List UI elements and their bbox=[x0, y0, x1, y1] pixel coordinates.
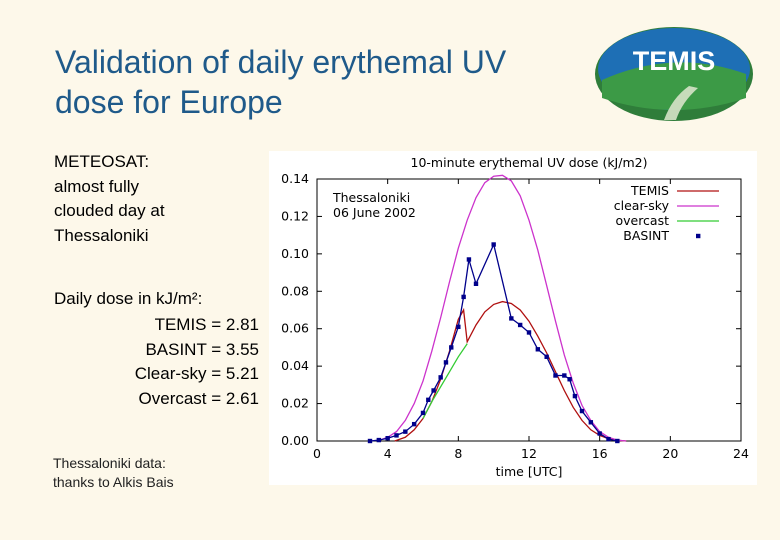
subtitle-line: METEOSAT: bbox=[54, 152, 150, 171]
data-point-basint bbox=[431, 388, 436, 393]
data-point-basint bbox=[394, 433, 399, 438]
legend-label-clear-sky: clear-sky bbox=[614, 198, 670, 213]
data-point-basint bbox=[376, 437, 382, 443]
annotation-date: 06 June 2002 bbox=[333, 205, 416, 220]
legend-label-basint: BASINT bbox=[623, 228, 669, 243]
legend-label-temis: TEMIS bbox=[630, 183, 669, 198]
subtitle-block: METEOSAT: almost fully clouded day at Th… bbox=[54, 150, 264, 248]
data-point-basint bbox=[461, 294, 466, 300]
y-tick-label: 0.00 bbox=[281, 433, 309, 448]
data-point-basint bbox=[367, 438, 373, 444]
data-point-basint bbox=[588, 420, 594, 425]
data-point-basint bbox=[579, 408, 585, 414]
credit-line: thanks to Alkis Bais bbox=[53, 474, 174, 490]
y-axis-ticks: 0.00 0.02 0.04 0.06 0.08 0.10 0.12 0.14 bbox=[281, 171, 741, 448]
dose-clear-sky: Clear-sky = 5.21 bbox=[134, 364, 259, 383]
data-point-basint bbox=[420, 410, 426, 416]
temis-logo: TEMIS bbox=[595, 27, 753, 121]
temis-logo-text: TEMIS bbox=[633, 46, 716, 76]
data-point-basint bbox=[509, 316, 514, 321]
series-group bbox=[367, 174, 627, 444]
x-tick-label: 12 bbox=[521, 446, 537, 461]
x-axis-label: time [UTC] bbox=[496, 464, 563, 479]
annotation-location: Thessaloniki bbox=[332, 190, 410, 205]
series-line-overcast bbox=[422, 343, 468, 419]
data-point-basint bbox=[562, 373, 567, 378]
chart-svg: 10-minute erythemal UV dose (kJ/m2) time… bbox=[281, 155, 749, 479]
y-tick-label: 0.02 bbox=[281, 396, 309, 411]
slide-title-line1: Validation of daily erythemal UV bbox=[55, 44, 507, 80]
daily-dose-heading: Daily dose in kJ/m²: bbox=[54, 289, 203, 308]
subtitle-line: almost fully bbox=[54, 176, 140, 196]
credit-line: Thessaloniki data: bbox=[53, 455, 166, 471]
x-axis-ticks: 0 4 8 12 16 20 24 bbox=[313, 179, 749, 461]
data-point-basint bbox=[466, 257, 472, 262]
data-point-basint bbox=[403, 429, 408, 434]
data-point-basint bbox=[491, 242, 496, 247]
data-point-basint bbox=[597, 431, 602, 436]
slide-title-line2: dose for Europe bbox=[55, 84, 283, 120]
legend-swatch-basint bbox=[696, 233, 701, 239]
data-point-basint bbox=[456, 324, 461, 330]
dose-temis: TEMIS = 2.81 bbox=[154, 315, 259, 334]
dose-overcast: Overcast = 2.61 bbox=[138, 388, 259, 408]
data-point-basint bbox=[438, 375, 443, 380]
y-tick-label: 0.12 bbox=[281, 208, 309, 223]
x-tick-label: 4 bbox=[384, 446, 392, 461]
x-tick-label: 0 bbox=[313, 446, 321, 461]
data-point-basint bbox=[449, 345, 454, 350]
data-point-basint bbox=[411, 421, 417, 427]
data-point-basint bbox=[443, 360, 449, 365]
data-point-basint bbox=[535, 347, 541, 352]
y-tick-label: 0.10 bbox=[281, 246, 309, 261]
data-point-basint bbox=[473, 281, 479, 286]
data-point-basint bbox=[567, 377, 572, 382]
data-point-basint bbox=[526, 330, 532, 335]
data-credit: Thessaloniki data: thanks to Alkis Bais bbox=[53, 454, 263, 492]
data-point-basint bbox=[572, 393, 578, 399]
y-tick-label: 0.14 bbox=[281, 171, 309, 186]
y-tick-label: 0.08 bbox=[281, 283, 309, 298]
data-point-basint bbox=[517, 322, 523, 328]
data-point-basint bbox=[553, 373, 558, 378]
x-tick-label: 24 bbox=[733, 446, 749, 461]
data-point-basint bbox=[426, 397, 431, 403]
x-tick-label: 20 bbox=[662, 446, 678, 461]
chart-title: 10-minute erythemal UV dose (kJ/m2) bbox=[411, 155, 648, 170]
subtitle-line: Thessaloniki bbox=[54, 225, 149, 245]
y-tick-label: 0.04 bbox=[281, 358, 309, 373]
y-tick-label: 0.06 bbox=[281, 321, 309, 336]
data-point-basint bbox=[544, 354, 549, 359]
data-point-basint bbox=[606, 436, 611, 442]
x-tick-label: 8 bbox=[454, 446, 462, 461]
dose-basint: BASINT = 3.55 bbox=[145, 339, 259, 359]
x-tick-label: 16 bbox=[592, 446, 608, 461]
data-point-basint bbox=[615, 438, 620, 444]
legend-label-overcast: overcast bbox=[615, 213, 669, 228]
uv-dose-chart: 10-minute erythemal UV dose (kJ/m2) time… bbox=[269, 151, 757, 485]
daily-dose-list: TEMIS = 2.81 BASINT = 3.55 Clear-sky = 5… bbox=[59, 313, 259, 411]
subtitle-line: clouded day at bbox=[54, 201, 165, 220]
series-line-clear-sky bbox=[376, 174, 627, 442]
data-point-basint bbox=[385, 435, 390, 441]
slide-title: Validation of daily erythemal UV dose fo… bbox=[55, 42, 595, 122]
